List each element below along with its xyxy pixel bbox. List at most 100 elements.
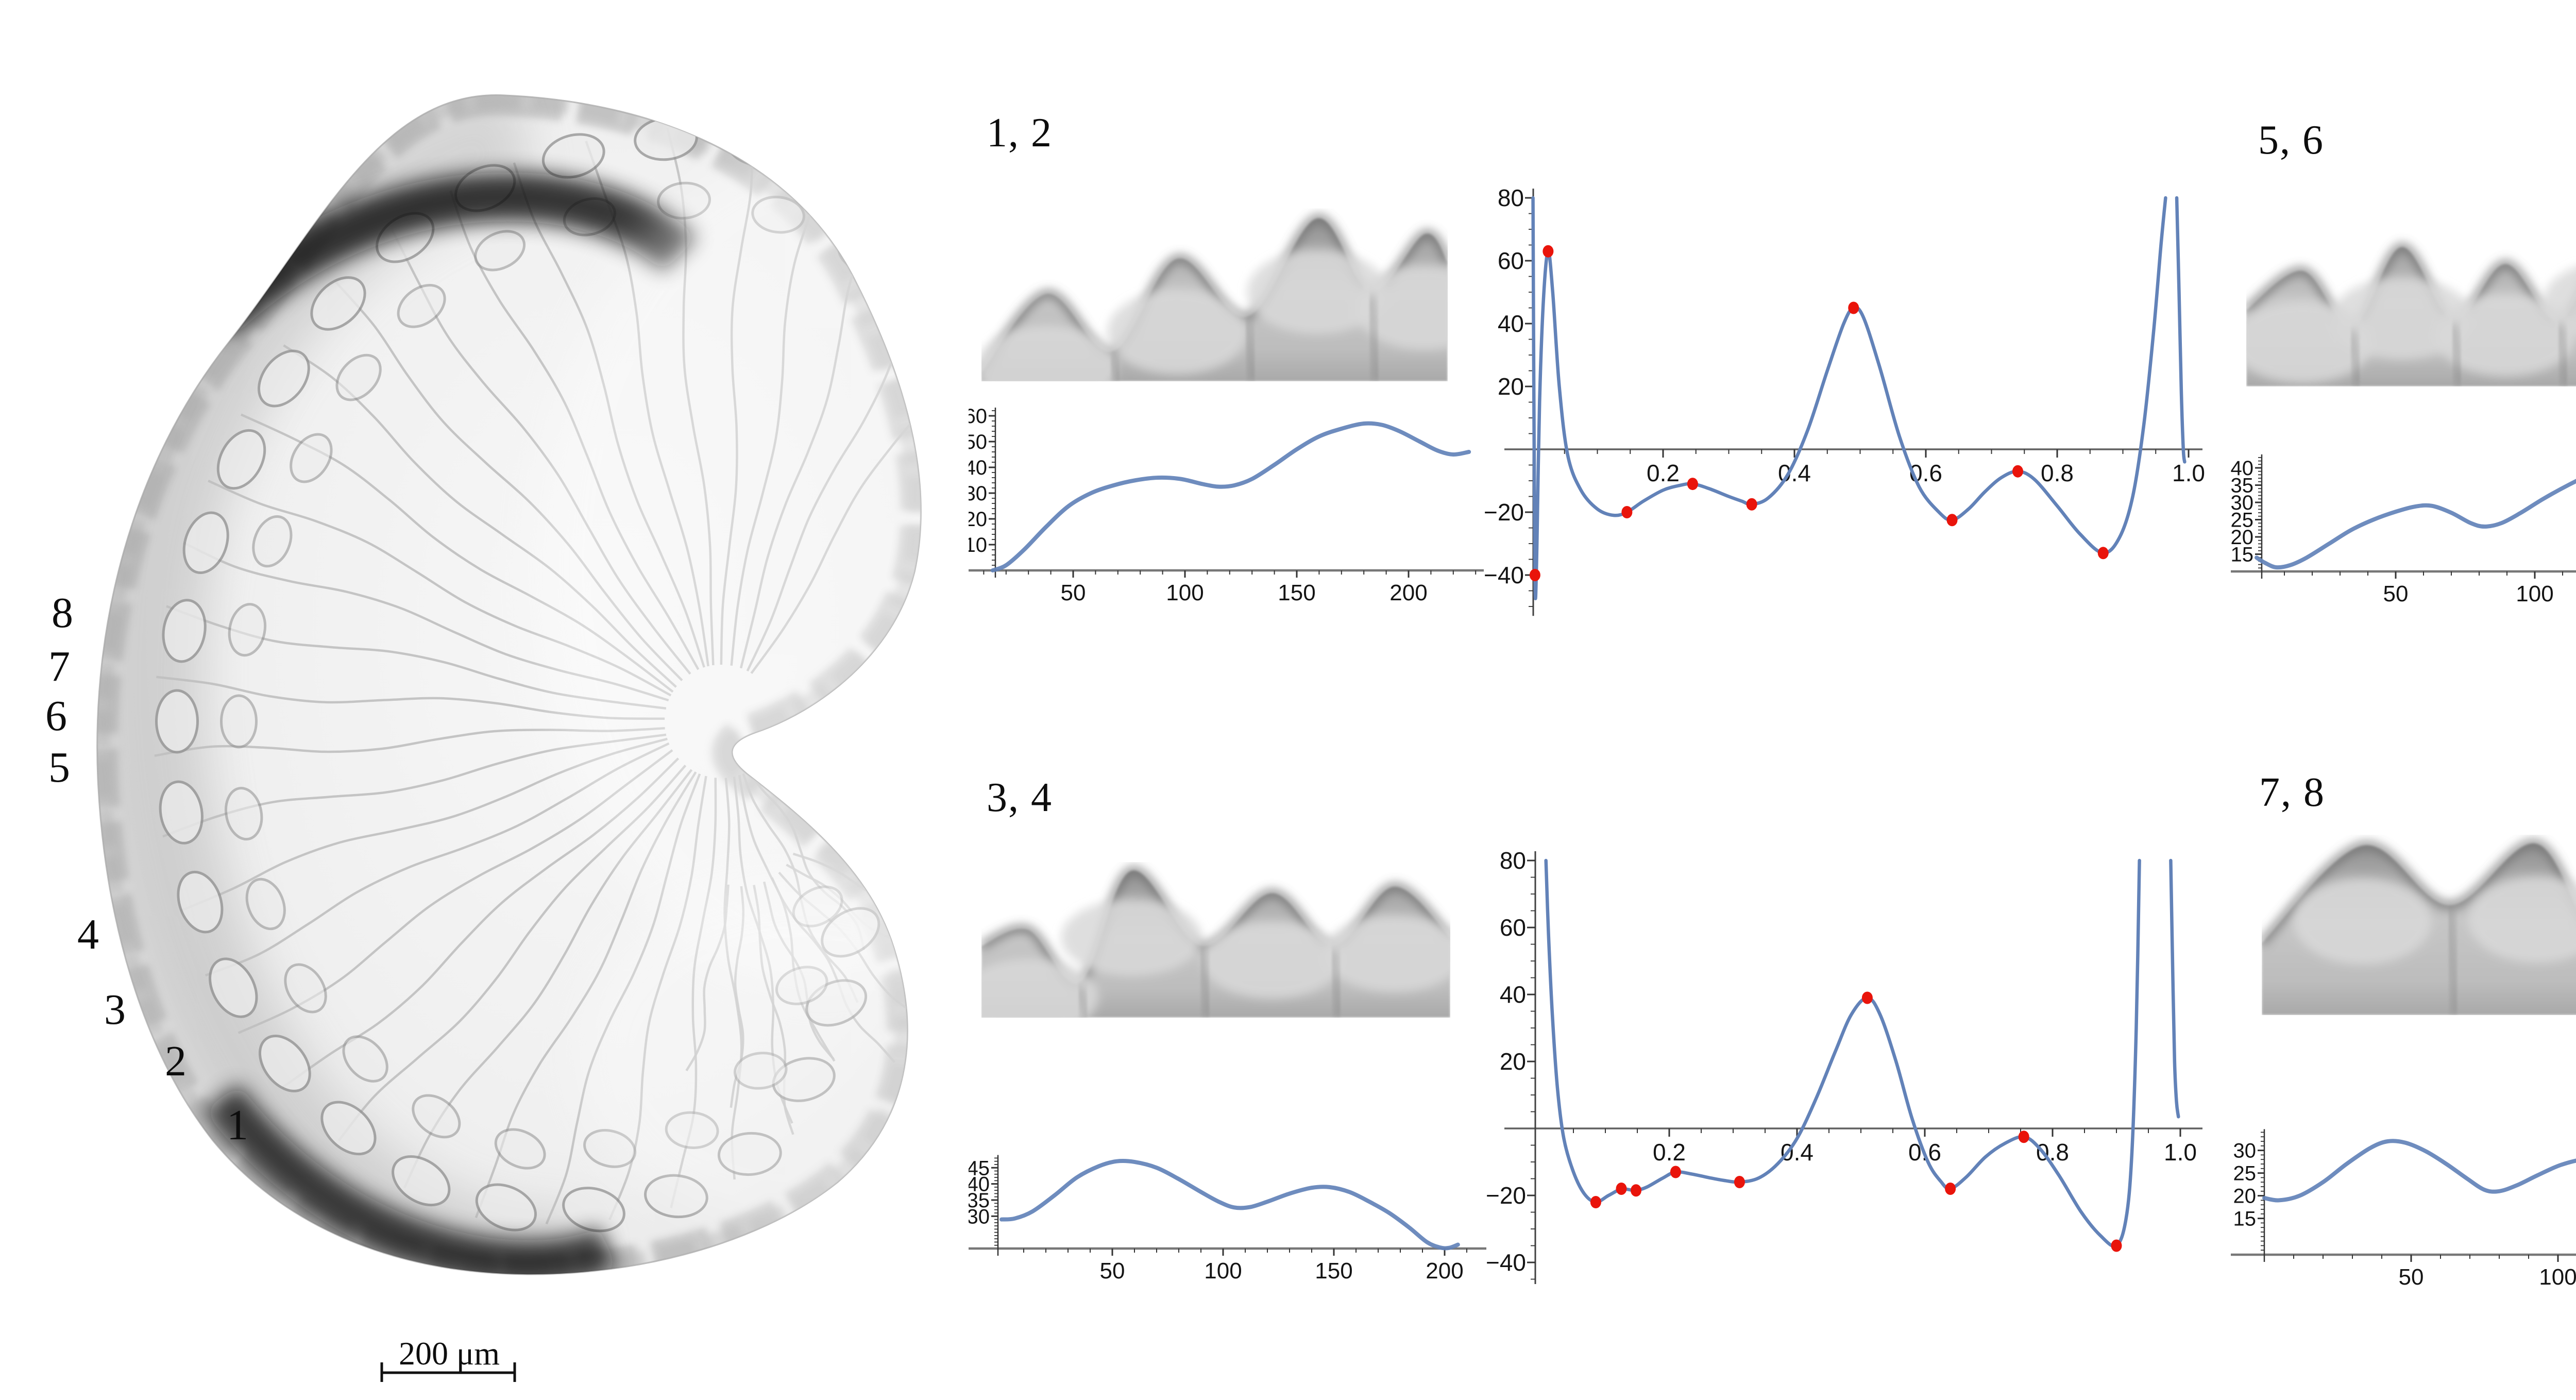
y-tick-label: 30 (969, 1205, 990, 1228)
y-tick-label: 40 (2231, 457, 2253, 480)
edge-bump (474, 230, 526, 272)
cell-crease (2451, 324, 2463, 386)
cell-crease (1368, 296, 1380, 381)
edge-bump (541, 133, 605, 179)
cell-highlight (981, 325, 1117, 381)
y-tick-label: 40 (969, 457, 987, 479)
y-tick-label: 20 (2233, 1185, 2257, 1208)
data-point-marker (1543, 245, 1554, 258)
edge-bump (225, 787, 263, 841)
data-point-marker (1861, 991, 1873, 1004)
cell-highlight (1354, 265, 1448, 350)
micro-image-12 (981, 214, 1448, 381)
embryo-micrograph (96, 94, 922, 1275)
edge-bump (912, 285, 921, 327)
y-tick-label: 15 (2231, 544, 2253, 566)
specimen-label-3: 3 (104, 986, 126, 1034)
specimen-label-4: 4 (77, 910, 99, 958)
data-point-marker (1631, 1184, 1642, 1197)
x-tick-label: 150 (1315, 1258, 1352, 1284)
edge-bump (284, 963, 327, 1014)
y-tick-label: −40 (1484, 562, 1524, 588)
y-tick-label: 50 (969, 431, 987, 453)
cell-rim (2262, 839, 2576, 946)
y-tick-label: 60 (1500, 914, 1526, 941)
profile-curve (2262, 1139, 2576, 1203)
edge-bump (494, 1128, 546, 1170)
curvature-curve (2169, 858, 2180, 1119)
y-tick-label: 30 (2233, 1140, 2257, 1162)
edge-bump (245, 878, 286, 931)
x-tick-label: 200 (1389, 580, 1427, 605)
x-tick-label: 100 (1166, 580, 1204, 605)
data-point-marker (1848, 301, 1859, 314)
dark-band-bottom (204, 1084, 618, 1275)
x-tick-label: 50 (1061, 580, 1086, 605)
specimen-label-2: 2 (165, 1037, 187, 1085)
edge-bump (815, 153, 879, 198)
specimen-label-8: 8 (52, 589, 73, 637)
edge-bump (342, 1035, 388, 1083)
edge-bump (562, 1187, 625, 1233)
profile-plot-56: 50100150152025303540 (2231, 454, 2576, 606)
x-tick-label: 1.0 (2172, 460, 2205, 486)
x-tick-label: 0.8 (2041, 460, 2074, 486)
edge-bump (228, 603, 267, 657)
y-tick-label: 40 (969, 1173, 990, 1196)
x-tick-label: 0.6 (1909, 460, 1942, 486)
cell-crease (2447, 909, 2459, 1015)
x-tick-label: 200 (1426, 1258, 1463, 1284)
data-point-marker (1670, 1166, 1681, 1178)
data-point-marker (1946, 514, 1958, 527)
edge-bump (177, 870, 224, 934)
curvature-curve (1531, 196, 2167, 600)
panel-label-12: 1, 2 (987, 110, 1053, 156)
y-tick-label: 30 (969, 482, 987, 505)
y-tick-label: 40 (1500, 981, 1526, 1008)
x-tick-label: 0.2 (1647, 460, 1680, 486)
edge-bump (392, 1155, 451, 1207)
specimen-label-1: 1 (227, 1101, 248, 1149)
panel-label-34: 3, 4 (987, 775, 1053, 820)
cell-crease (1331, 950, 1342, 1018)
cell-crease (1110, 355, 1121, 381)
cell-image-group (2246, 243, 2576, 386)
data-point-marker (1621, 506, 1633, 518)
data-point-marker (1616, 1183, 1627, 1195)
data-point-marker (2018, 1131, 2029, 1143)
micro-image-34 (981, 866, 1450, 1018)
data-point-marker (2111, 1239, 2122, 1252)
edge-bump (258, 1034, 311, 1092)
edge-bump (252, 515, 293, 568)
edge-bump (895, 196, 921, 244)
data-point-marker (2097, 547, 2109, 560)
data-point-marker (1590, 1196, 1601, 1208)
y-tick-label: 20 (2231, 526, 2253, 549)
y-tick-label: 40 (1498, 310, 1524, 337)
cell-highlight (1107, 290, 1247, 375)
edge-bump (310, 276, 366, 331)
data-point-marker (1529, 569, 1540, 581)
profile-plot-78: 5010015015202530 (2231, 1129, 2576, 1290)
y-tick-label: 20 (1498, 373, 1524, 400)
y-tick-label: 45 (969, 1157, 990, 1179)
x-tick-label: 1.0 (2164, 1139, 2197, 1166)
cell-crease (1199, 950, 1211, 1018)
y-tick-label: 25 (2231, 509, 2253, 532)
cell-highlight (1324, 915, 1450, 992)
y-tick-label: 20 (969, 508, 987, 531)
y-tick-label: 20 (1500, 1048, 1526, 1075)
y-tick-label: 80 (1498, 184, 1524, 211)
edge-bump (220, 694, 258, 749)
scale-bar-label: 200 μm (399, 1335, 500, 1372)
cell-image-group (981, 214, 1448, 381)
y-tick-label: 80 (1500, 847, 1526, 874)
cell-highlight (1247, 250, 1387, 334)
panel-label-56: 5, 6 (2258, 117, 2324, 163)
edge-bump (335, 353, 382, 401)
cell-highlight (2468, 876, 2576, 963)
cell-highlight (1201, 922, 1343, 999)
